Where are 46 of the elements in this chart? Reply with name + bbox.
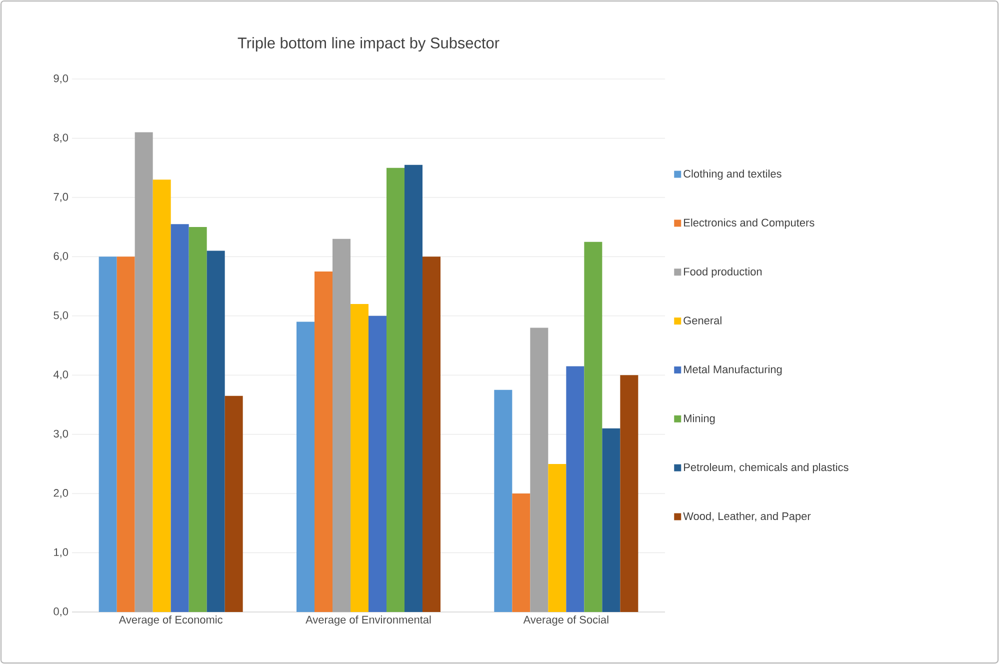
- bar: [548, 464, 566, 612]
- bar: [368, 316, 387, 612]
- legend-label: General: [684, 316, 722, 324]
- legend-label: Food production: [684, 267, 762, 278]
- bar: [98, 256, 117, 612]
- legend-label: Petroleum, chemicals and plastics: [684, 463, 848, 474]
- bar: [170, 224, 189, 612]
- y-tick-label: 0,0: [54, 607, 68, 617]
- chart-title: Triple bottom line impact by Subsector: [238, 37, 500, 52]
- y-tick-label: 3,0: [54, 430, 68, 439]
- bar: [152, 180, 171, 612]
- bar: [224, 396, 243, 612]
- y-tick-label: 8,0: [54, 134, 68, 143]
- bar: [530, 328, 548, 612]
- y-tick-label: 2,0: [54, 489, 68, 498]
- bar: [584, 242, 602, 612]
- legend-label: Metal Manufacturing: [684, 365, 782, 376]
- bar: [134, 132, 153, 612]
- x-tick-label: Average of Economic: [118, 616, 223, 626]
- legend-label: Clothing and textiles: [684, 170, 782, 180]
- bar: [512, 494, 530, 612]
- bar: [116, 256, 135, 612]
- bar: [422, 256, 441, 612]
- bar: [386, 168, 405, 612]
- bar: [314, 271, 333, 612]
- bar: [494, 390, 512, 612]
- bar: [602, 428, 620, 612]
- bar: [404, 164, 423, 612]
- x-tick-label: Average of Environmental: [306, 616, 431, 626]
- legend-label: Mining: [684, 414, 715, 424]
- bar: [350, 304, 369, 612]
- y-tick-label: 7,0: [54, 192, 68, 202]
- y-tick-label: 4,0: [53, 370, 68, 380]
- bar: [296, 322, 315, 612]
- bar: [206, 250, 225, 612]
- bar: [566, 366, 584, 612]
- legend-label: Wood, Leather, and Paper: [683, 512, 811, 522]
- x-tick-label: Average of Social: [523, 616, 608, 626]
- y-tick-label: 9,0: [54, 74, 68, 84]
- y-tick-label: 1,0: [54, 548, 68, 558]
- bar: [332, 238, 351, 612]
- legend-label: Electronics and Computers: [684, 218, 814, 229]
- y-tick-label: 5,0: [54, 311, 68, 320]
- y-tick-label: 6,0: [54, 252, 68, 262]
- bar: [620, 375, 638, 612]
- bar: [188, 227, 207, 612]
